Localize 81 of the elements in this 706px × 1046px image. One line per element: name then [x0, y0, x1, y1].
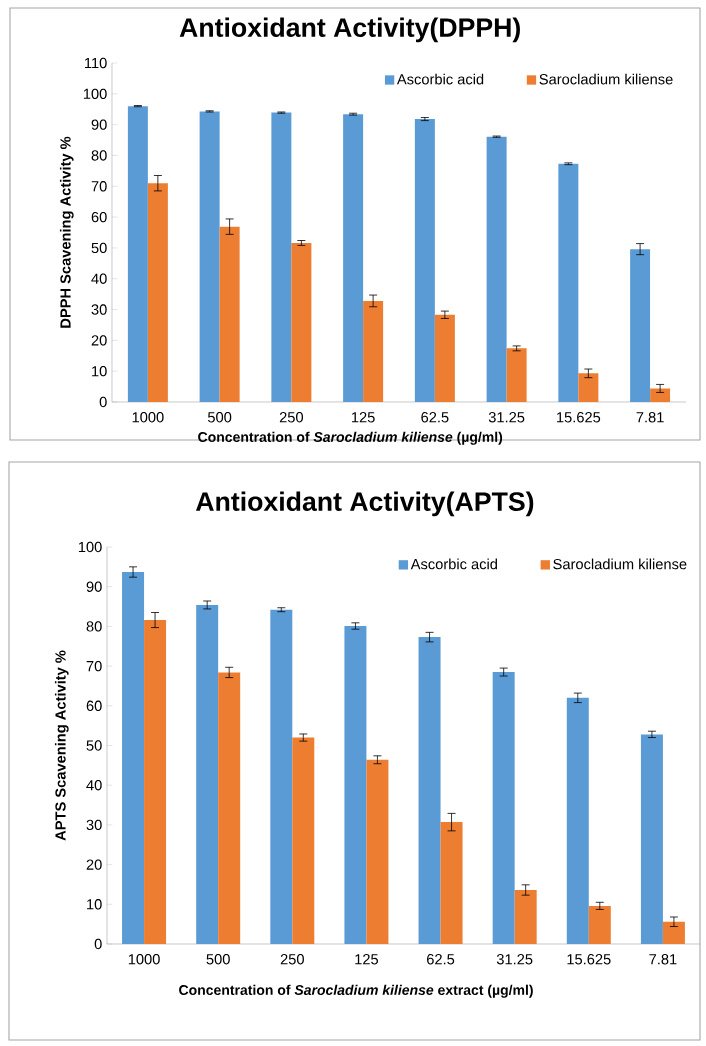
bar [271, 112, 292, 402]
bar [219, 226, 240, 402]
y-tick-label: 80 [91, 150, 107, 161]
y-axis-title: APTS Scavening Activity % [54, 650, 69, 841]
y-tick-label: 50 [91, 242, 107, 254]
y-tick-label: 70 [91, 181, 107, 192]
x-tick-label: 1000 [128, 954, 160, 965]
bar [414, 119, 435, 402]
bar [506, 348, 527, 402]
y-tick-label: 30 [86, 819, 102, 831]
bar [122, 572, 145, 944]
y-tick-label: 60 [91, 211, 107, 223]
y-tick-label: 40 [86, 780, 102, 791]
bar [588, 905, 611, 944]
bar [144, 620, 167, 944]
legend-label: Ascorbic acid [396, 73, 484, 85]
bar [270, 609, 293, 944]
bar [147, 183, 168, 402]
x-tick-label: 250 [279, 412, 304, 423]
y-tick-label: 10 [87, 899, 102, 910]
y-tick-label: 20 [91, 335, 107, 346]
y-axis-title: DPPH Scavening Activity % [59, 136, 74, 328]
y-tick-label: 60 [86, 700, 102, 711]
y-tick-label: 40 [91, 273, 107, 284]
bar [218, 672, 241, 944]
x-tick-label: 31.25 [496, 954, 533, 965]
x-tick-label: 125 [355, 954, 379, 965]
x-tick-label: 125 [351, 412, 375, 423]
y-tick-label: 10 [92, 366, 107, 377]
x-tick-label: 7.81 [649, 954, 677, 965]
bar [578, 373, 599, 402]
y-tick-label: 70 [86, 660, 102, 672]
x-tick-label: 15.625 [557, 412, 601, 423]
y-tick-label: 0 [99, 396, 107, 408]
bar [363, 300, 384, 402]
chart-title: Antioxidant Activity(DPPH) [179, 17, 520, 43]
bar [630, 249, 651, 402]
legend-label: Sarocladium kiliense [553, 558, 687, 570]
bar [558, 163, 579, 402]
legend-label: Ascorbic acid [410, 558, 497, 570]
y-tick-label: 0 [94, 938, 102, 950]
bar [199, 111, 220, 402]
y-tick-label: 90 [86, 581, 102, 592]
bar [486, 136, 507, 402]
y-tick-label: 50 [86, 740, 102, 751]
x-tick-label: 1000 [132, 412, 164, 423]
y-tick-label: 100 [78, 541, 102, 553]
x-tick-label: 62.5 [427, 954, 455, 965]
y-tick-label: 110 [85, 57, 107, 69]
bar [196, 604, 219, 944]
bar [366, 759, 389, 944]
legend-label: Sarocladium kiliense [539, 73, 673, 85]
bar [662, 921, 685, 944]
x-tick-label: 31.25 [488, 412, 525, 423]
y-tick-label: 30 [91, 304, 107, 315]
y-tick-label: 100 [83, 88, 107, 100]
bar [566, 697, 589, 944]
y-tick-label: 90 [91, 119, 107, 130]
bar [291, 242, 312, 402]
bar [440, 822, 463, 944]
x-axis-title: Concentration of Sarocladium kiliense (µg/ml) [198, 431, 503, 445]
bar [434, 314, 455, 402]
bar [640, 734, 663, 944]
x-tick-label: 15.625 [567, 954, 611, 965]
bar [344, 626, 367, 944]
x-tick-label: 500 [206, 954, 230, 965]
bar [650, 388, 671, 402]
chart-title: Antioxidant Activity(APTS) [195, 491, 534, 517]
bar [418, 637, 441, 944]
x-tick-label: 250 [280, 954, 304, 965]
y-tick-label: 20 [86, 859, 102, 870]
x-tick-label: 500 [207, 412, 232, 423]
bar [127, 106, 148, 402]
bar [292, 737, 315, 944]
bar [514, 890, 537, 944]
x-tick-label: 62.5 [421, 412, 449, 423]
y-tick-label: 80 [86, 621, 102, 632]
bar [492, 672, 515, 944]
x-axis-title: Concentration of Sarocladium kiliense extract (µg/ml) [179, 984, 533, 998]
bar [343, 114, 364, 402]
x-tick-label: 7.81 [636, 412, 664, 423]
